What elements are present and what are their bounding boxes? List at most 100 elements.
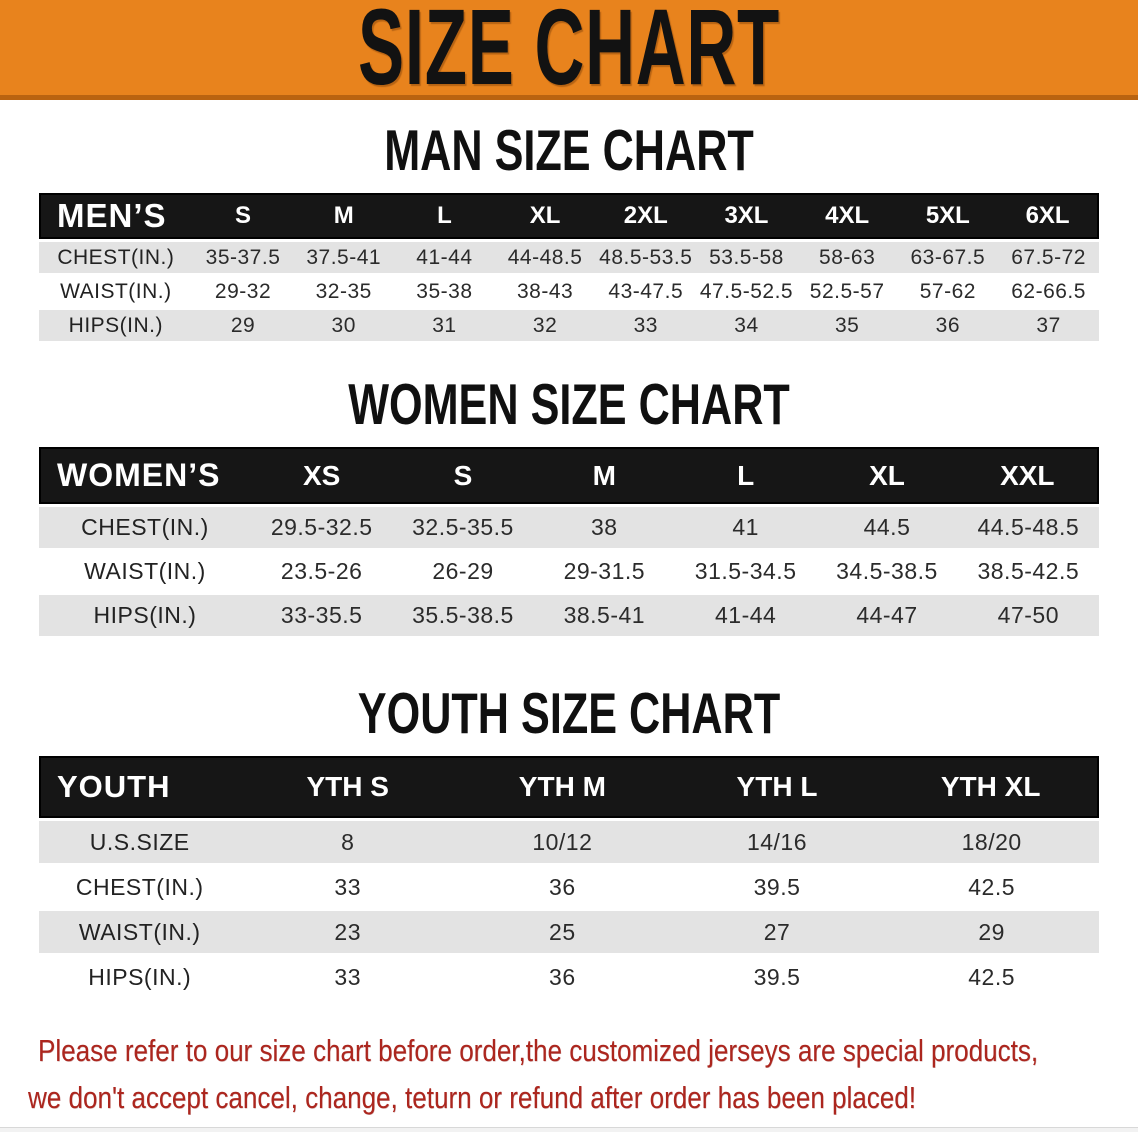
size-value-cell: 44-47 (816, 595, 958, 636)
size-column-header: 6XL (998, 193, 1099, 239)
size-column-header: 3XL (696, 193, 797, 239)
men-section: MAN SIZE CHART MEN’S S M L XL 2XL 3XL 4XL 5XL 6XL… (0, 119, 1138, 344)
size-value-cell: 47-50 (957, 595, 1099, 636)
size-value-cell: 23 (240, 911, 456, 953)
size-value-cell: 29.5-32.5 (251, 507, 393, 548)
size-column-header: YTH M (455, 756, 670, 818)
size-value-cell: 48.5-53.5 (595, 242, 697, 273)
size-value-cell: 34.5-38.5 (816, 551, 958, 592)
size-column-header: M (533, 447, 675, 504)
row-label: HIPS(IN.) (39, 595, 251, 636)
measurement-row: WAIST(IN.) 23.5-26 26-29 29-31.5 31.5-34.5 34… (39, 551, 1099, 592)
youth-size-chart-heading: YOUTH SIZE CHART (357, 682, 781, 746)
size-value-cell: 8 (240, 821, 456, 863)
size-value-cell: 35 (796, 310, 898, 341)
size-value-cell: 44.5-48.5 (957, 507, 1099, 548)
size-value-cell: 33 (240, 866, 456, 908)
size-value-cell: 34 (696, 310, 797, 341)
size-column-header: 5XL (897, 193, 999, 239)
size-column-header: YTH S (240, 756, 456, 818)
row-label: CHEST(IN.) (39, 866, 241, 908)
size-value-cell: 44.5 (816, 507, 958, 548)
size-value-cell: 23.5-26 (251, 551, 393, 592)
size-value-cell: 41-44 (674, 595, 817, 636)
disclaimer-line-1: Please refer to our size chart before or… (38, 1033, 1039, 1068)
size-value-cell: 47.5-52.5 (696, 276, 797, 307)
measurement-row: CHEST(IN.) 29.5-32.5 32.5-35.5 38 41 44.5 44.5… (39, 507, 1099, 548)
row-label: U.S.SIZE (39, 821, 241, 863)
size-value-cell: 57-62 (897, 276, 999, 307)
row-label: HIPS(IN.) (39, 956, 241, 998)
size-value-cell: 32.5-35.5 (392, 507, 534, 548)
size-column-header: S (392, 447, 534, 504)
measurement-row: WAIST(IN.) 23 25 27 29 (39, 911, 1099, 953)
size-value-cell: 26-29 (392, 551, 534, 592)
size-value-cell: 29-31.5 (533, 551, 675, 592)
size-column-header: 4XL (796, 193, 898, 239)
row-label: WAIST(IN.) (39, 911, 241, 953)
measurement-row: HIPS(IN.) 29 30 31 32 33 34 35 36 37 (39, 310, 1099, 341)
size-value-cell: 42.5 (884, 956, 1099, 998)
row-label: WAIST(IN.) (39, 276, 193, 307)
youth-size-table: YOUTH YTH S YTH M YTH L YTH XL U.S.SIZE 8 10/12… (39, 753, 1099, 1001)
youth-section: YOUTH SIZE CHART YOUTH YTH S YTH M YTH L YTH… (0, 682, 1138, 1001)
measurement-row: WAIST(IN.) 29-32 32-35 35-38 38-43 43-47.5 47.… (39, 276, 1099, 307)
size-column-header: XXL (957, 447, 1099, 504)
size-column-header: M (293, 193, 395, 239)
size-column-header: 2XL (595, 193, 697, 239)
size-value-cell: 29 (192, 310, 294, 341)
size-value-cell: 33 (240, 956, 456, 998)
size-chart-banner: SIZE CHART (0, 0, 1138, 107)
size-value-cell: 33-35.5 (251, 595, 393, 636)
size-column-header: XL (816, 447, 958, 504)
size-value-cell: 62-66.5 (998, 276, 1099, 307)
size-value-cell: 36 (897, 310, 999, 341)
size-table-header-row: WOMEN’S XS S M L XL XXL (39, 447, 1099, 504)
size-value-cell: 35.5-38.5 (392, 595, 534, 636)
size-value-cell: 41-44 (394, 242, 495, 273)
size-value-cell: 39.5 (669, 866, 885, 908)
size-value-cell: 39.5 (669, 956, 885, 998)
size-column-header: YTH L (669, 756, 885, 818)
disclaimer-line-2: we don't accept cancel, change, teturn o… (28, 1080, 917, 1115)
size-value-cell: 35-37.5 (192, 242, 294, 273)
women-section: WOMEN SIZE CHART WOMEN’S XS S M L XL XXL CHEST(… (0, 373, 1138, 639)
size-value-cell: 29-32 (192, 276, 294, 307)
size-value-cell: 33 (595, 310, 697, 341)
row-label: CHEST(IN.) (39, 507, 251, 548)
size-value-cell: 32-35 (293, 276, 395, 307)
size-value-cell: 44-48.5 (494, 242, 596, 273)
size-value-cell: 43-47.5 (595, 276, 697, 307)
size-chart-title: SIZE CHART (358, 0, 780, 107)
size-value-cell: 37.5-41 (293, 242, 395, 273)
size-value-cell: 31.5-34.5 (674, 551, 817, 592)
size-value-cell: 38.5-42.5 (957, 551, 1099, 592)
size-table-header-row: MEN’S S M L XL 2XL 3XL 4XL 5XL 6XL (39, 193, 1099, 239)
size-value-cell: 37 (998, 310, 1099, 341)
size-value-cell: 38.5-41 (533, 595, 675, 636)
size-value-cell: 27 (669, 911, 885, 953)
size-column-header: L (394, 193, 495, 239)
measurement-row: HIPS(IN.) 33 36 39.5 42.5 (39, 956, 1099, 998)
size-value-cell: 14/16 (669, 821, 885, 863)
disclaimer-text: Please refer to our size chart before or… (28, 1027, 1138, 1121)
men-size-table: MEN’S S M L XL 2XL 3XL 4XL 5XL 6XL CHEST(IN.) 35-37… (39, 190, 1099, 344)
size-value-cell: 41 (674, 507, 817, 548)
size-value-cell: 63-67.5 (897, 242, 999, 273)
image-bottom-edge (0, 1127, 1138, 1132)
size-value-cell: 10/12 (455, 821, 670, 863)
size-column-header: XS (251, 447, 393, 504)
size-value-cell: 53.5-58 (696, 242, 797, 273)
size-value-cell: 52.5-57 (796, 276, 898, 307)
size-column-header: S (192, 193, 294, 239)
size-value-cell: 31 (394, 310, 495, 341)
measurement-row: HIPS(IN.) 33-35.5 35.5-38.5 38.5-41 41-44 44-… (39, 595, 1099, 636)
size-value-cell: 36 (455, 956, 670, 998)
size-value-cell: 25 (455, 911, 670, 953)
size-value-cell: 30 (293, 310, 395, 341)
women-size-chart-heading: WOMEN SIZE CHART (348, 373, 790, 437)
size-value-cell: 36 (455, 866, 670, 908)
measurement-row: U.S.SIZE 8 10/12 14/16 18/20 (39, 821, 1099, 863)
size-value-cell: 29 (884, 911, 1099, 953)
row-label: WAIST(IN.) (39, 551, 251, 592)
